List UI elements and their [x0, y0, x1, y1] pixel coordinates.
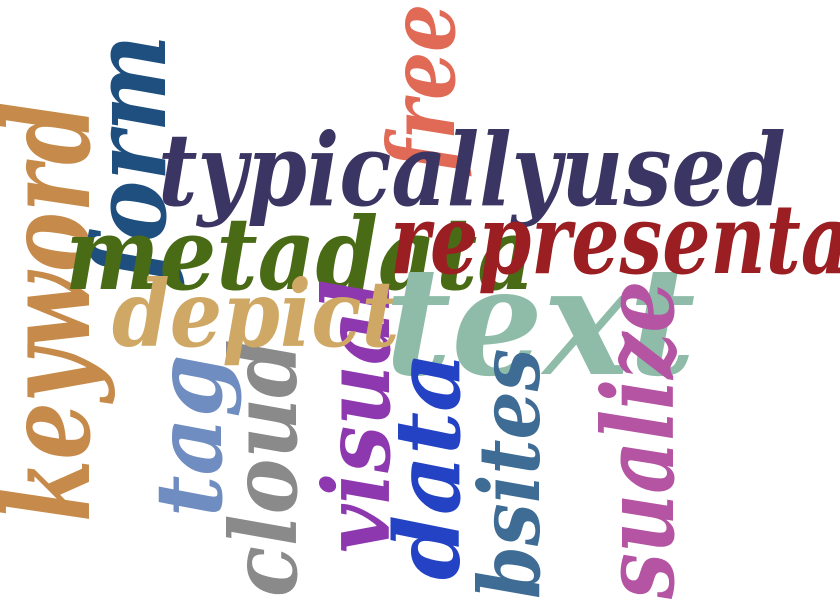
word-text: text: [385, 234, 696, 410]
word-visualize: sualize: [582, 280, 697, 599]
word-representation: representa: [390, 183, 840, 296]
word-depict: depict: [112, 260, 400, 368]
word-websites: bsites: [460, 348, 559, 599]
word-typicallyused: typicallyused: [158, 111, 786, 229]
word-metadata: metadata: [65, 195, 536, 313]
word-cloud-term: cloud: [210, 339, 318, 597]
